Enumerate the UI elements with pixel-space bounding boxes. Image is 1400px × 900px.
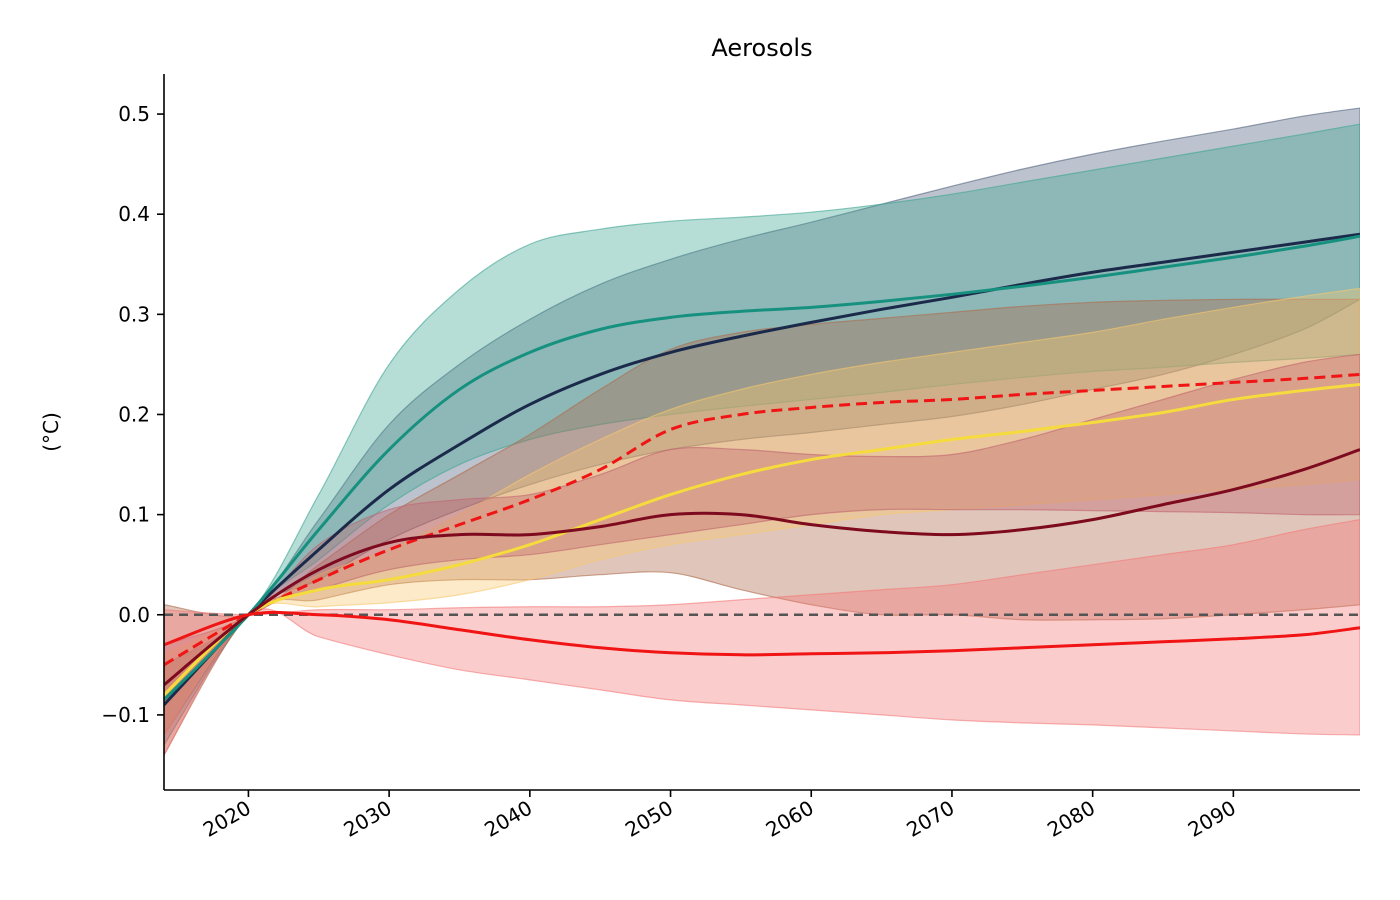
chart-title: Aerosols xyxy=(711,34,812,62)
y-tick-label: 0.0 xyxy=(118,603,150,627)
series-line-5 xyxy=(164,448,1360,687)
series-line-6 xyxy=(164,610,1360,657)
plot-content xyxy=(164,107,1360,757)
y-tick-label: 0.2 xyxy=(118,402,150,426)
y-tick-label: 0.3 xyxy=(118,302,150,326)
series-band-3 xyxy=(164,298,1360,757)
series-band-5 xyxy=(164,353,1360,736)
y-tick-label: 0.1 xyxy=(118,503,150,527)
series-band-6 xyxy=(164,519,1360,757)
y-tick-label: −0.1 xyxy=(101,703,150,727)
y-tick-label: 0.4 xyxy=(118,202,150,226)
series-band-1 xyxy=(164,107,1360,747)
series-line-3 xyxy=(164,372,1360,667)
series-line-1 xyxy=(164,232,1360,706)
series-line-2 xyxy=(164,234,1360,701)
y-tick-label: 0.5 xyxy=(118,102,150,126)
series-line-4 xyxy=(164,382,1360,696)
y-axis-label: (°C) xyxy=(39,412,63,452)
